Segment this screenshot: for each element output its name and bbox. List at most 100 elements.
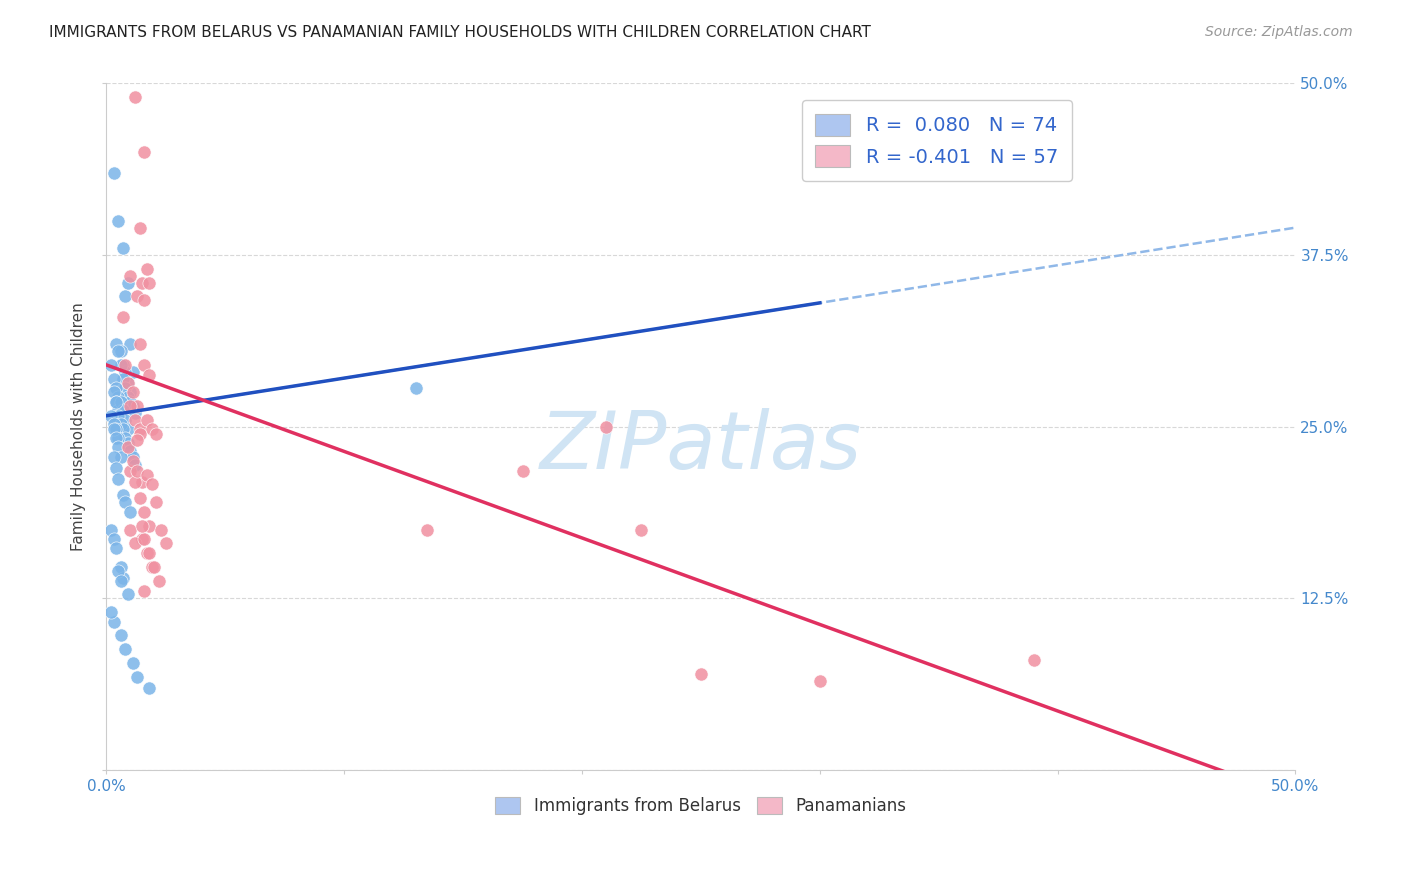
Point [131, 276, 153, 290]
Point [138, 518, 160, 533]
Point [117, 390, 139, 404]
Point [127, 464, 149, 478]
Point [135, 413, 157, 427]
Point [110, 399, 132, 413]
Point [103, 450, 125, 464]
Legend: Immigrants from Belarus, Panamanians: Immigrants from Belarus, Panamanians [486, 789, 915, 823]
Point [134, 145, 156, 160]
Point [134, 505, 156, 519]
Point [117, 276, 139, 290]
Point [138, 681, 160, 695]
Point [103, 372, 125, 386]
Point [138, 276, 160, 290]
Point [150, 523, 173, 537]
Point [124, 536, 146, 550]
Point [100, 605, 122, 619]
Text: IMMIGRANTS FROM BELARUS VS PANAMANIAN FAMILY HOUSEHOLDS WITH CHILDREN CORRELATIO: IMMIGRANTS FROM BELARUS VS PANAMANIAN FA… [49, 25, 872, 40]
Point [112, 417, 135, 431]
Point [142, 559, 165, 574]
Point [104, 395, 127, 409]
Point [103, 166, 125, 180]
Point [107, 403, 129, 417]
Point [135, 261, 157, 276]
Point [107, 390, 129, 404]
Point [120, 523, 142, 537]
Point [120, 385, 142, 400]
Point [124, 90, 146, 104]
Point [134, 358, 156, 372]
Point [128, 426, 150, 441]
Point [690, 666, 713, 681]
Point [107, 213, 129, 227]
Point [112, 310, 135, 324]
Point [145, 426, 167, 441]
Point [148, 574, 170, 588]
Point [135, 546, 157, 560]
Point [131, 533, 153, 547]
Text: ZIPatlas: ZIPatlas [540, 409, 862, 486]
Point [121, 399, 143, 413]
Point [104, 431, 127, 445]
Point [134, 293, 156, 308]
Point [114, 358, 136, 372]
Point [120, 505, 142, 519]
Point [134, 533, 156, 547]
Point [107, 344, 129, 359]
Point [808, 673, 831, 688]
Point [112, 422, 135, 436]
Point [103, 422, 125, 436]
Point [120, 444, 142, 458]
Point [114, 431, 136, 445]
Point [114, 495, 136, 509]
Point [112, 403, 135, 417]
Point [630, 523, 652, 537]
Point [103, 533, 125, 547]
Point [124, 475, 146, 489]
Point [110, 344, 132, 359]
Point [117, 422, 139, 436]
Point [112, 358, 135, 372]
Point [117, 587, 139, 601]
Point [104, 381, 127, 395]
Point [141, 477, 163, 491]
Point [110, 574, 132, 588]
Point [127, 434, 149, 448]
Point [110, 409, 132, 423]
Point [121, 450, 143, 464]
Point [114, 642, 136, 657]
Point [110, 559, 132, 574]
Point [104, 422, 127, 436]
Point [110, 395, 132, 409]
Point [127, 399, 149, 413]
Point [112, 488, 135, 502]
Point [100, 409, 122, 423]
Point [145, 495, 167, 509]
Point [110, 358, 132, 372]
Point [128, 491, 150, 505]
Text: Source: ZipAtlas.com: Source: ZipAtlas.com [1205, 25, 1353, 39]
Point [107, 472, 129, 486]
Point [110, 417, 132, 431]
Point [104, 395, 127, 409]
Point [1022, 653, 1045, 667]
Point [120, 464, 142, 478]
Point [107, 564, 129, 578]
Point [138, 368, 160, 382]
Point [117, 376, 139, 390]
Point [114, 381, 136, 395]
Point [135, 467, 157, 482]
Point [114, 413, 136, 427]
Point [117, 440, 139, 454]
Point [110, 628, 132, 642]
Point [120, 399, 142, 413]
Point [110, 450, 132, 464]
Point [124, 458, 146, 472]
Point [112, 372, 135, 386]
Point [100, 358, 122, 372]
Point [155, 536, 177, 550]
Point [103, 417, 125, 431]
Point [121, 656, 143, 670]
Point [107, 431, 129, 445]
Point [121, 365, 143, 379]
Point [512, 464, 534, 478]
